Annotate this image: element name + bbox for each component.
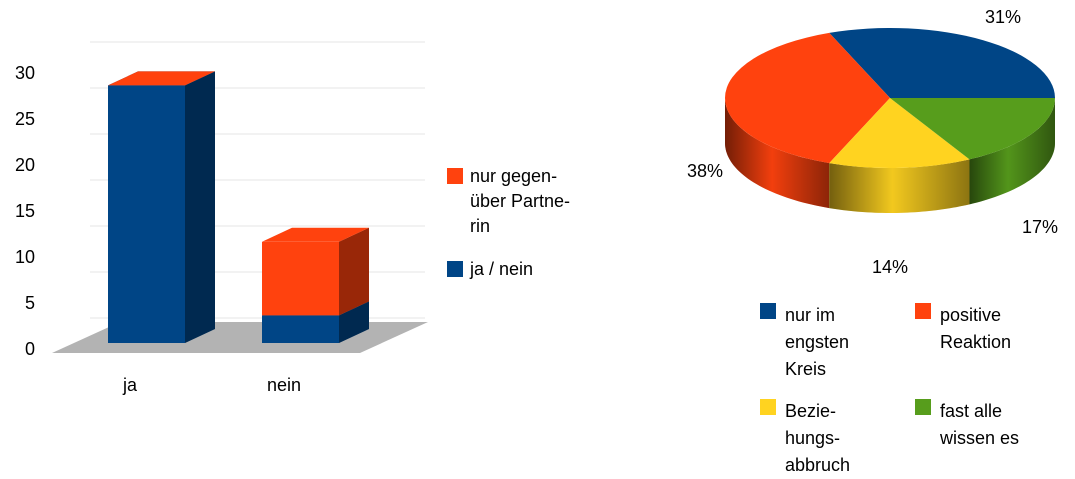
pie-wall-shade bbox=[969, 98, 1055, 205]
legend-swatch bbox=[447, 168, 463, 184]
pie-slice bbox=[829, 98, 970, 168]
bar-front bbox=[262, 315, 339, 343]
data-label: 38% bbox=[687, 161, 723, 181]
legend-label: positive Reaktion bbox=[940, 305, 1011, 352]
data-label: 17% bbox=[1022, 217, 1058, 237]
legend-label: nur gegen-über Partne-rin bbox=[470, 166, 570, 236]
x-tick-label: ja bbox=[122, 375, 138, 395]
x-tick-label: nein bbox=[267, 375, 301, 395]
legend-label: nur im engsten Kreis bbox=[785, 305, 849, 379]
bar bbox=[108, 71, 215, 86]
bar-side bbox=[185, 71, 215, 344]
y-tick-label: 25 bbox=[15, 109, 35, 129]
pie-slice bbox=[829, 27, 1055, 99]
legend-swatch bbox=[447, 261, 463, 277]
y-tick-label: 15 bbox=[15, 201, 35, 221]
y-tick-label: 10 bbox=[15, 247, 35, 267]
bar-front bbox=[108, 85, 185, 344]
bar bbox=[108, 71, 215, 344]
y-tick-label: 5 bbox=[25, 293, 35, 313]
pie-wall-shade bbox=[829, 159, 970, 213]
y-tick-label: 20 bbox=[15, 155, 35, 175]
pie-wall bbox=[969, 98, 1055, 205]
legend-swatch bbox=[760, 399, 776, 415]
legend-label: fast alle wissen es bbox=[939, 401, 1019, 448]
y-tick-label: 0 bbox=[25, 339, 35, 359]
bar-front bbox=[262, 241, 339, 316]
bar-side-shade bbox=[339, 227, 369, 316]
bar-chart: 0 5 10 15 20 25 30 ja nein nur gegen-über Partne-… bbox=[15, 41, 570, 395]
bar-side bbox=[339, 227, 369, 316]
pie-wall-shade bbox=[725, 98, 830, 209]
bar bbox=[262, 227, 369, 316]
pie-slice bbox=[890, 98, 1055, 160]
bar-side-shade bbox=[339, 301, 369, 343]
legend-swatch bbox=[915, 399, 931, 415]
bar-side bbox=[339, 301, 369, 343]
data-label: 14% bbox=[872, 257, 908, 277]
legend-swatch bbox=[760, 303, 776, 319]
bar-top bbox=[262, 227, 369, 242]
y-tick-label: 30 bbox=[15, 63, 35, 83]
legend-swatch bbox=[915, 303, 931, 319]
pie-wall bbox=[725, 98, 830, 209]
legend-label: Bezie-hungs-abbruch bbox=[785, 401, 850, 475]
pie-slice bbox=[724, 32, 890, 164]
pie-chart: 31% 38% 14% 17% nur im engsten Kreis positive Re… bbox=[687, 7, 1058, 475]
pie-wall bbox=[829, 159, 970, 213]
legend-label: ja / nein bbox=[469, 259, 533, 279]
bar-side-shade bbox=[185, 71, 215, 344]
data-label: 31% bbox=[985, 7, 1021, 27]
bar-top bbox=[108, 71, 215, 86]
